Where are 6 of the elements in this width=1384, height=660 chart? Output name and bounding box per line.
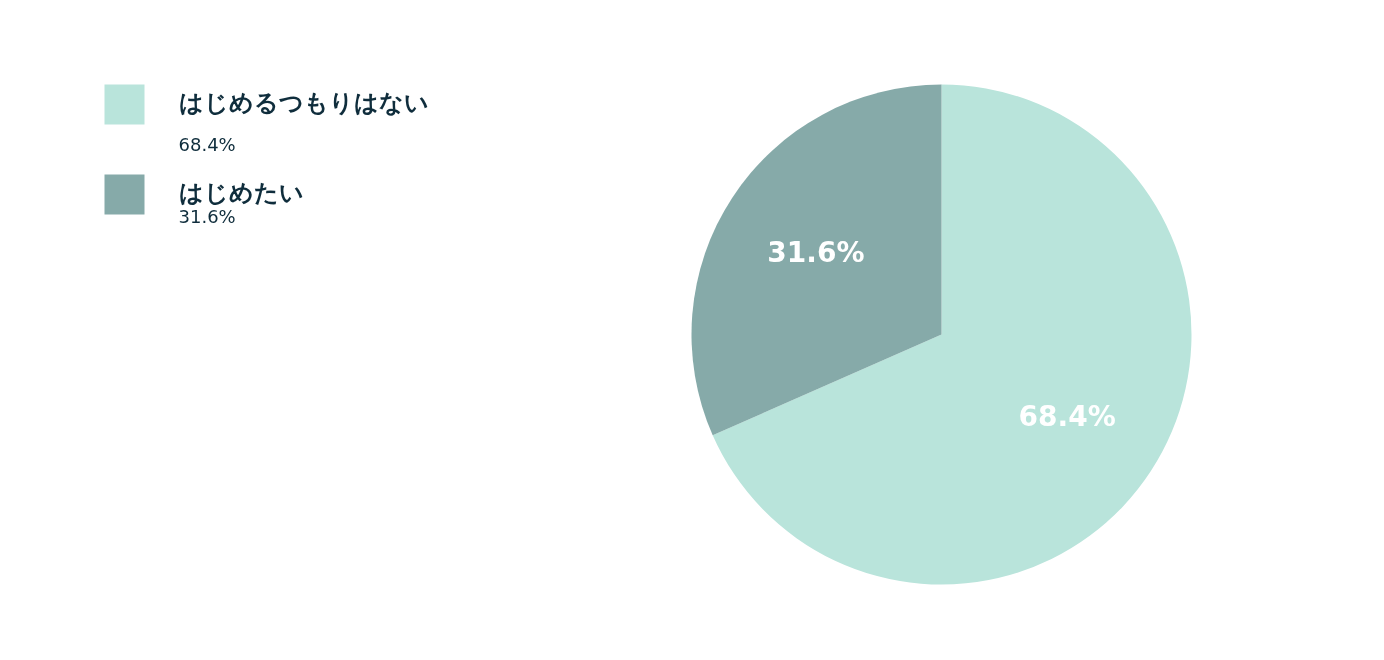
legend-label: はじめたい [178, 178, 304, 207]
legend-label: はじめるつもりはない [178, 88, 429, 117]
data-label: 31.6% [767, 236, 865, 270]
data-label: 68.4% [1018, 399, 1116, 433]
text: 68.4% [178, 134, 236, 155]
text: 31.6% [178, 206, 236, 227]
